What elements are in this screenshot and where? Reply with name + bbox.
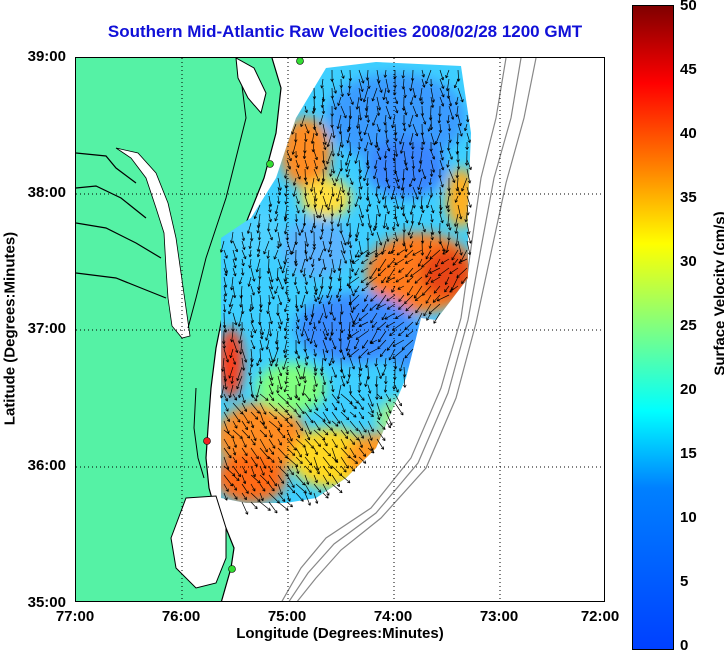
x-tick: 75:00 xyxy=(267,608,307,625)
x-tick: 74:00 xyxy=(373,608,413,625)
station-marker xyxy=(296,58,304,65)
x-tick: 77:00 xyxy=(55,608,95,625)
colorbar-tick: 35 xyxy=(680,189,697,206)
colorbar-label: Surface Velocity (cm/s) xyxy=(711,211,724,376)
velocity-arrow-set xyxy=(219,69,472,515)
colorbar-tick: 15 xyxy=(680,445,697,462)
inner-shore xyxy=(187,77,247,479)
colorbar-tick: 10 xyxy=(680,509,697,526)
colorbar-tick: 30 xyxy=(680,253,697,270)
station-marker xyxy=(203,437,211,445)
x-axis-label: Longitude (Degrees:Minutes) xyxy=(236,625,444,642)
colorbar xyxy=(632,5,674,650)
bay-tributary-1 xyxy=(76,152,167,299)
y-tick: 39:00 xyxy=(27,48,66,65)
y-tick: 37:00 xyxy=(27,320,66,337)
radar-stations xyxy=(203,58,304,573)
velocity-vectors xyxy=(219,69,472,515)
map-plot-area xyxy=(75,57,605,602)
colorbar-tick: 5 xyxy=(680,573,689,590)
y-axis-label: Latitude (Degrees:Minutes) xyxy=(1,231,19,426)
pamlico-sound xyxy=(170,495,227,589)
colorbar-tick: 25 xyxy=(680,317,697,334)
colorbar-tick: 45 xyxy=(680,61,697,78)
x-tick: 73:00 xyxy=(479,608,519,625)
map-svg xyxy=(76,58,604,601)
colorbar-tick: 40 xyxy=(680,125,697,142)
colorbar-tick: 50 xyxy=(680,0,697,14)
x-tick: 76:00 xyxy=(161,608,201,625)
colorbar-tick: 20 xyxy=(680,381,697,398)
station-marker xyxy=(266,160,274,168)
grid-lines xyxy=(76,58,604,601)
station-marker xyxy=(228,565,236,573)
x-tick: 72:00 xyxy=(580,608,620,625)
delaware-bay xyxy=(235,58,267,115)
map-title: Southern Mid-Atlantic Raw Velocities 200… xyxy=(107,22,583,41)
y-tick: 35:00 xyxy=(27,594,66,611)
y-tick: 38:00 xyxy=(27,184,66,201)
colorbar-tick: 0 xyxy=(680,637,689,654)
y-tick: 36:00 xyxy=(27,457,66,474)
